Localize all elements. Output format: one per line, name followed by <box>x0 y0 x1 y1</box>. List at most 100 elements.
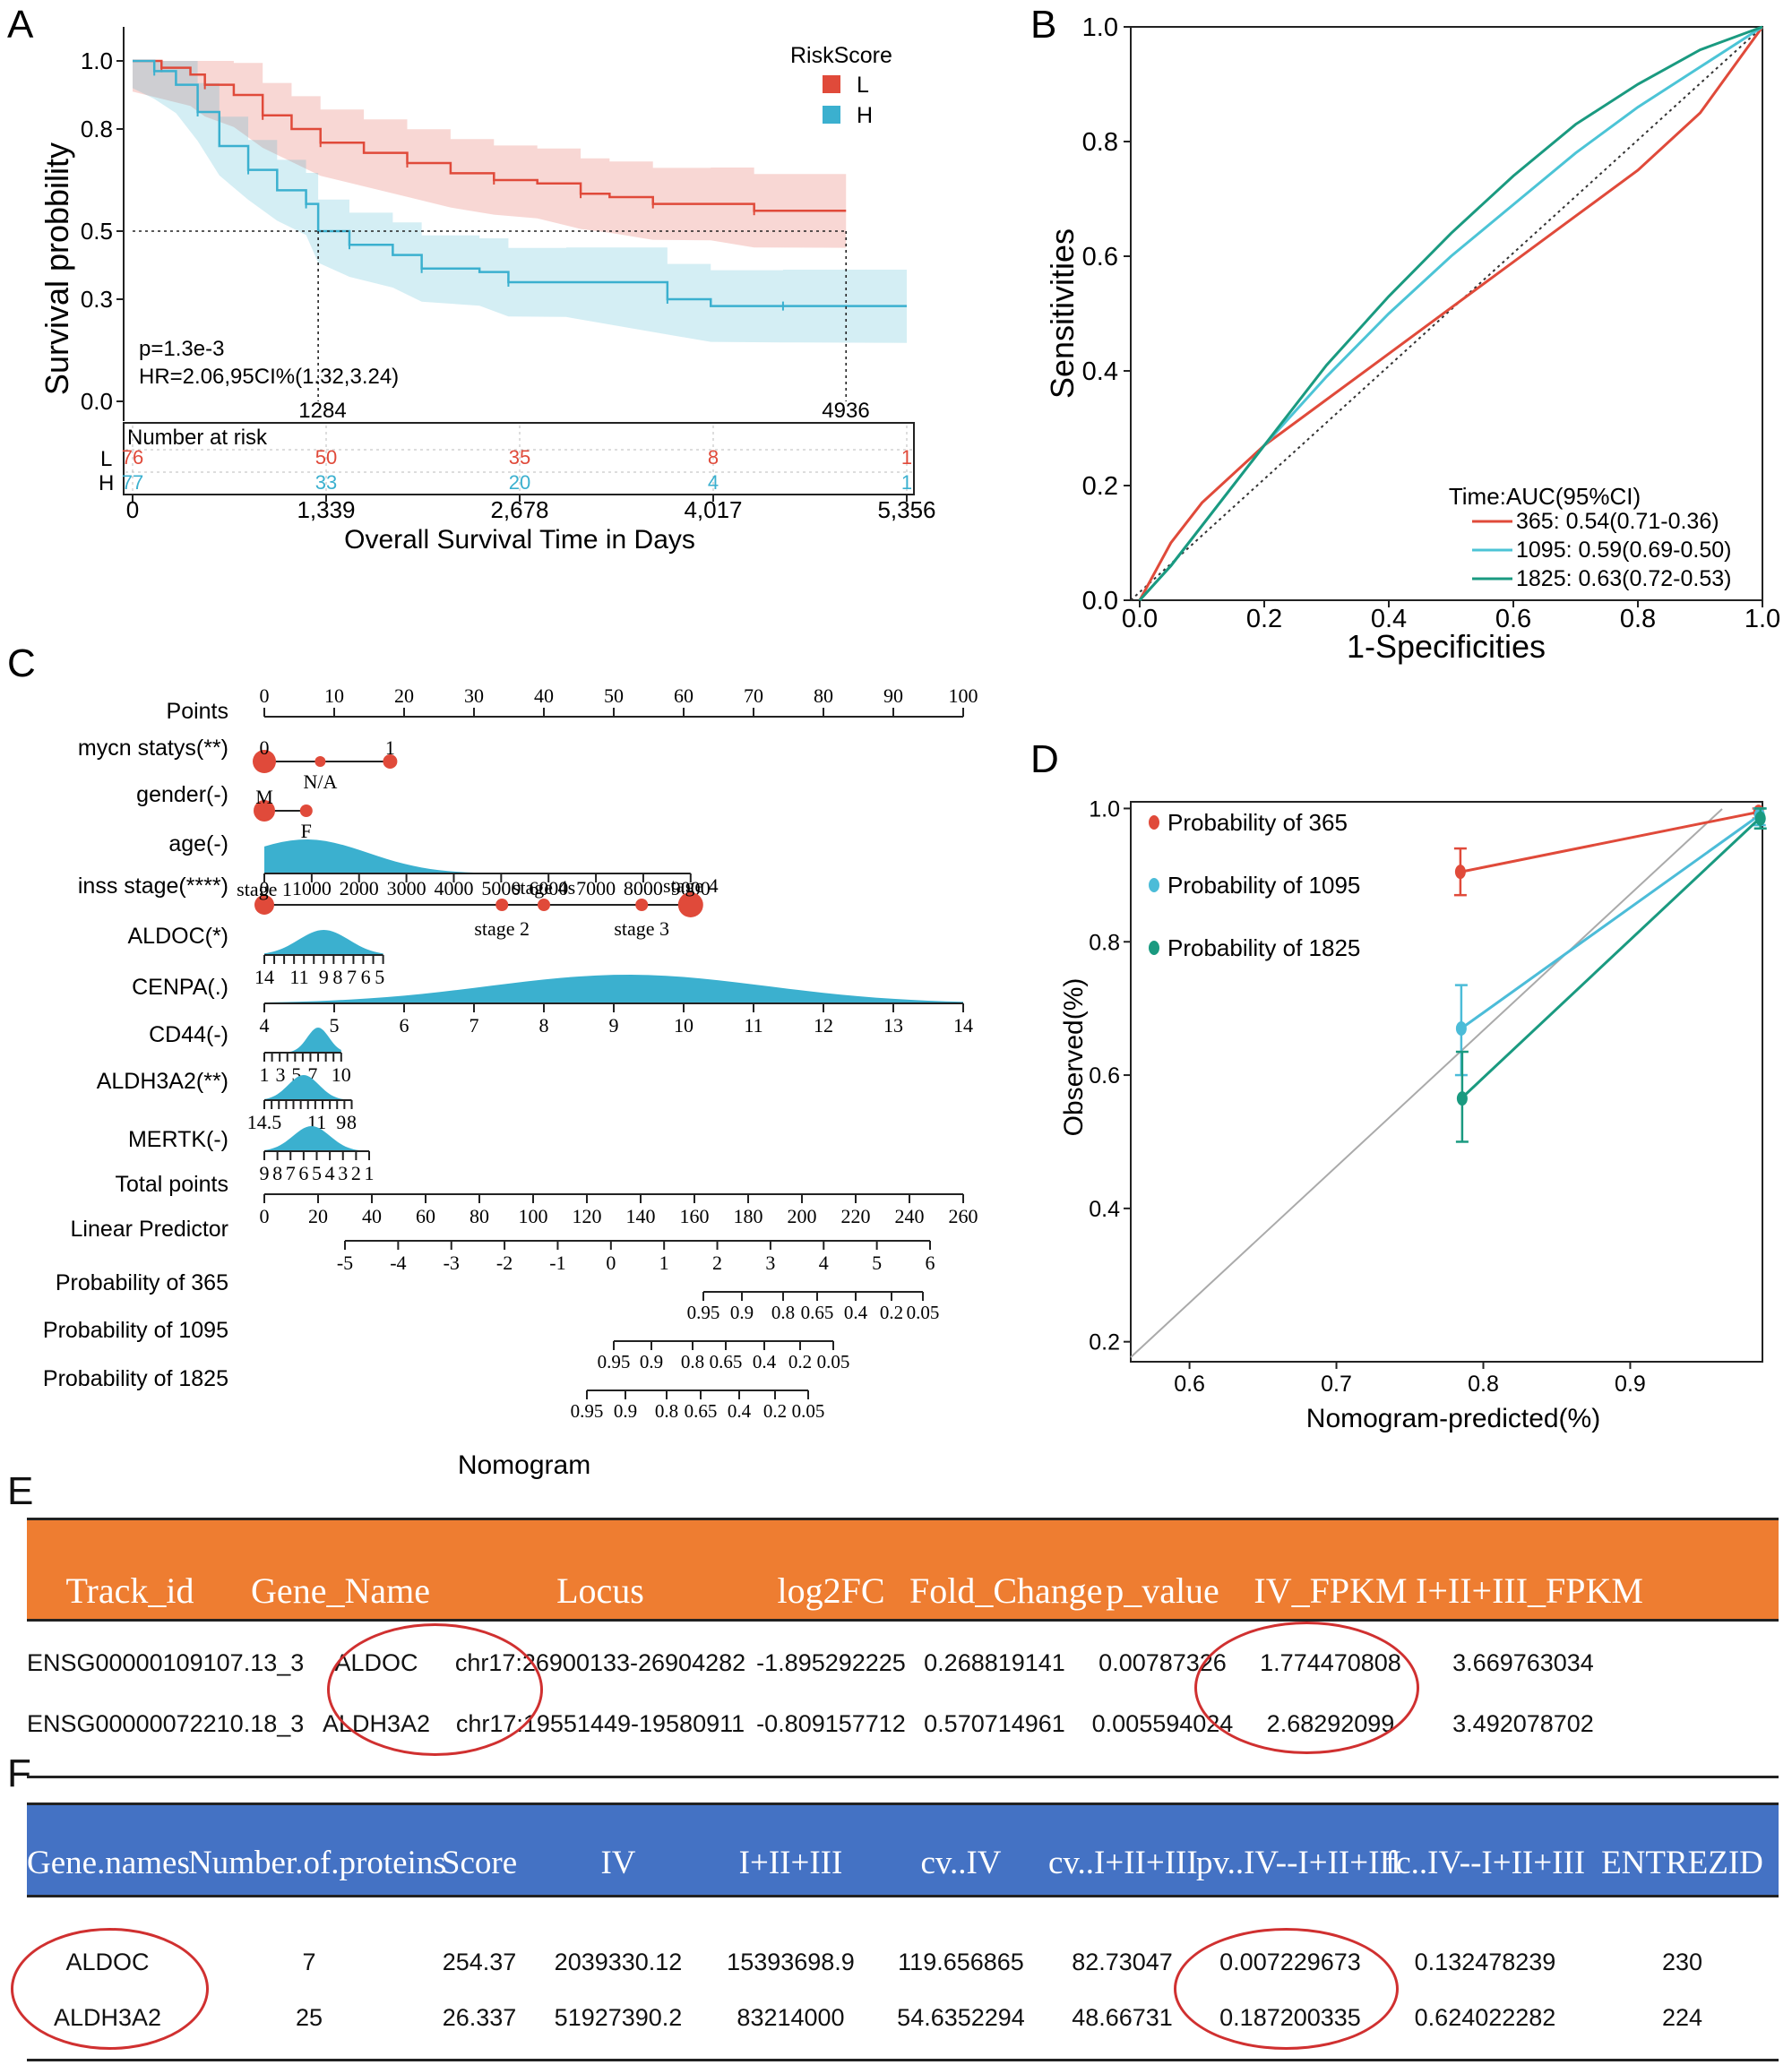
nomogram-aldoc-tick-label: 9 <box>319 966 329 988</box>
table-f-cell: 119.656865 <box>898 1948 1024 1975</box>
nomogram-row-label: Probability of 1825 <box>43 1366 228 1391</box>
panel-label-d: D <box>1030 737 1059 781</box>
roc-x-tick-label: 0.4 <box>1371 605 1407 633</box>
nomogram-aldoc-tick-label: 8 <box>332 966 342 988</box>
nomogram-points-tick-label: 0 <box>260 684 270 707</box>
table-e-cell: -1.895292225 <box>756 1648 906 1676</box>
nomogram-lp-tick-label: 0 <box>606 1252 616 1274</box>
km-risk-table-title: Number at risk <box>127 426 268 450</box>
km-risk-value-h: 77 <box>122 471 143 494</box>
figure-canvas: A B C D 1.0 0.8 0.5 0.3 0.0 Survival probbil… <box>7 3 1780 1480</box>
table-e-col-iv-fpkm: IV_FPKM <box>1254 1570 1408 1611</box>
nomogram-points-tick-label: 30 <box>464 684 484 707</box>
km-band-l <box>133 61 847 248</box>
calibration-curve <box>1460 817 1761 1100</box>
nomogram-points-tick-label: 20 <box>394 684 414 707</box>
nomogram-points-tick-label: 10 <box>324 684 344 707</box>
nomogram-inss-label: stage 3 <box>614 917 669 940</box>
nomogram-prob365-tick-label: 0.8 <box>771 1302 795 1323</box>
calibration-legend-item: Probability of 1095 <box>1167 872 1360 899</box>
roc-x-tick-label: 0.8 <box>1620 605 1656 633</box>
km-y-ticks: 1.0 0.8 0.5 0.3 0.0 <box>81 47 124 415</box>
nomogram-inss-dot <box>677 892 703 917</box>
nomogram-total-tick-label: 140 <box>626 1205 656 1227</box>
nomogram-prob365-tick-label: 0.05 <box>907 1302 940 1323</box>
nomogram-row-label: Points <box>167 699 228 724</box>
nomogram-lp-tick-label: 3 <box>765 1252 775 1274</box>
nomogram: Points mycn statys(**) gender(-) age(-) inss… <box>43 684 978 1480</box>
table-e-cell: 0.268819141 <box>924 1648 1065 1676</box>
km-x-tick-label: 2,678 <box>490 496 548 523</box>
km-y-label: Survival probbility <box>39 142 75 395</box>
roc-legend-item: 365: 0.54(0.71-0.36) <box>1516 509 1719 534</box>
table-f-cell: 51927390.2 <box>554 2003 683 2031</box>
nomogram-row-label: Probability of 365 <box>56 1270 228 1295</box>
nomogram-mycn-label: 0 <box>260 736 270 759</box>
nomogram-cenpa-tick-label: 13 <box>883 1014 903 1037</box>
nomogram-row-label: gender(-) <box>136 782 228 807</box>
nomogram-prob1825-tick-label: 0.65 <box>685 1400 718 1422</box>
table-f-cell: 254.37 <box>442 1948 517 1975</box>
roc-curve-1825 <box>1138 25 1763 602</box>
km-legend-swatch-l <box>823 75 840 93</box>
nomogram-age-density <box>264 839 614 873</box>
km-risk-value-h: 1 <box>901 471 912 494</box>
table-f-cell: 25 <box>295 2003 323 2031</box>
roc-legend-title: Time:AUC(95%CI) <box>1449 483 1641 510</box>
calibration-y-tick-label: 1.0 <box>1089 796 1120 822</box>
nomogram-aldh3a2-tick-label: 9 <box>336 1111 346 1133</box>
km-y-tick-label: 0.3 <box>81 286 113 313</box>
table-f-col-gene-names: Gene.names <box>27 1845 190 1881</box>
roc-ticks: 0.00.0 0.2 0.2 0.4 0.4 0.6 0.6 0.8 0.8 1.0 1.0 <box>1082 13 1780 633</box>
table-e-col-other-fpkm: I+II+III_FPKM <box>1416 1570 1643 1611</box>
nomogram-inss-label: stage 4 <box>663 874 719 897</box>
nomogram-inss-dot <box>254 895 274 915</box>
calibration-x-tick-label: 0.8 <box>1468 1372 1499 1397</box>
nomogram-mycn-label: 1 <box>385 736 395 759</box>
table-f-col-number-of-proteins: Number.of.proteins <box>188 1845 446 1881</box>
nomogram-total-tick-label: 20 <box>308 1205 328 1227</box>
nomogram-prob1825-tick-label: 0.95 <box>571 1400 604 1422</box>
calibration-legend-item: Probability of 365 <box>1167 809 1348 836</box>
roc-legend-item: 1095: 0.59(0.69-0.50) <box>1516 538 1731 563</box>
nomogram-cenpa-density <box>264 975 963 1003</box>
nomogram-aldh3a2-density <box>264 1075 352 1100</box>
km-p-value: p=1.3e-3 <box>139 337 224 361</box>
roc-diagonal <box>1130 26 1763 601</box>
table-e-cell: ENSG00000109107.13_3 <box>27 1648 305 1676</box>
nomogram-total-tick-label: 60 <box>416 1205 435 1227</box>
nomogram-lp-tick-label: -4 <box>390 1252 406 1274</box>
km-chart: 1.0 0.8 0.5 0.3 0.0 Survival probbility p=1.… <box>39 27 936 555</box>
nomogram-cenpa-tick-label: 6 <box>400 1014 409 1037</box>
nomogram-aldoc-tick-label: 7 <box>347 966 357 988</box>
panel-label-a: A <box>7 3 34 47</box>
nomogram-gender-dot <box>299 804 313 817</box>
nomogram-prob1825-tick-label: 0.9 <box>614 1400 637 1422</box>
calibration-y-tick-label: 0.4 <box>1089 1197 1120 1222</box>
table-f-header: Gene.names Number.of.proteins Score IV I… <box>27 1805 1779 1895</box>
nomogram-total-tick-label: 80 <box>470 1205 489 1227</box>
table-e: Track_id Gene_Name Locus log2FC Fold_Cha… <box>27 1518 1779 1813</box>
nomogram-total-tick-label: 200 <box>788 1205 817 1227</box>
nomogram-prob1095-tick-label: 0.65 <box>710 1351 743 1372</box>
panel-label-b: B <box>1030 3 1056 47</box>
calibration-legend-marker <box>1149 878 1159 892</box>
calibration-frame <box>1130 801 1763 1363</box>
table-row: ALDOC 7 254.37 2039330.12 15393698.9 119… <box>27 1944 1779 1980</box>
panel-label-f: F <box>7 1751 31 1795</box>
nomogram-cd44-tick-label: 10 <box>332 1063 351 1086</box>
table-f-cell: 7 <box>302 1948 316 1975</box>
table-f-bottom-rule <box>27 2059 1779 2061</box>
nomogram-row-labels: Points mycn statys(**) gender(-) age(-) inss… <box>43 699 228 1391</box>
nomogram-cd44-tick-label: 3 <box>275 1063 285 1086</box>
nomogram-total-tick-label: 260 <box>949 1205 978 1227</box>
calibration-x-label: Nomogram-predicted(%) <box>1306 1404 1600 1433</box>
table-e-bottom-rule <box>27 1776 1779 1778</box>
roc-curves <box>1138 25 1764 602</box>
table-e-header: Track_id Gene_Name Locus log2FC Fold_Cha… <box>27 1520 1779 1619</box>
nomogram-mertk-tick-label: 8 <box>272 1162 282 1184</box>
table-f-col-iv: IV <box>600 1845 636 1881</box>
nomogram-lp-tick-label: -3 <box>444 1252 460 1274</box>
nomogram-row-label: age(-) <box>168 831 228 856</box>
